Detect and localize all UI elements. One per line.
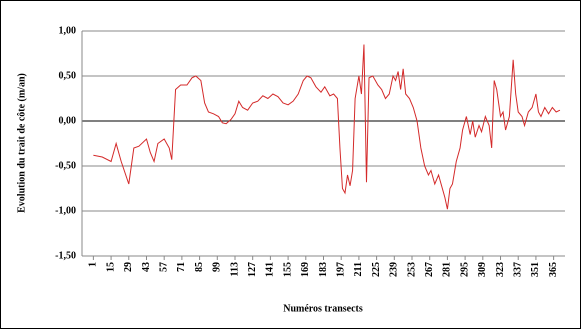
x-tick-label: 71 — [176, 262, 187, 272]
y-axis-label: Evolution du trait de côte (m/an) — [16, 73, 27, 213]
x-tick-label: 295 — [459, 262, 470, 277]
x-tick-label: 15 — [105, 262, 116, 272]
x-tick-label: 267 — [424, 262, 435, 277]
x-tick-label: 43 — [141, 262, 152, 272]
x-tick-label: 351 — [530, 262, 541, 277]
y-tick-label: 0,50 — [59, 70, 77, 81]
x-tick-label: 211 — [353, 262, 364, 276]
y-tick-label: 0,00 — [59, 115, 77, 126]
x-tick-label: 337 — [513, 262, 524, 277]
x-tick-label: 225 — [371, 262, 382, 277]
x-tick-label: 127 — [247, 262, 258, 277]
x-tick-label: 169 — [300, 262, 311, 277]
x-tick-label: 113 — [229, 262, 240, 276]
x-tick-label: 253 — [406, 262, 417, 277]
x-tick-label: 309 — [477, 262, 488, 277]
x-tick-label: 155 — [282, 262, 293, 277]
x-tick-label: 183 — [318, 262, 329, 277]
x-tick-label: 197 — [335, 262, 346, 277]
x-tick-label: 1 — [88, 262, 99, 267]
x-tick-label: 85 — [194, 262, 205, 272]
y-tick-label: -1,00 — [55, 205, 76, 216]
y-tick-label: -1,50 — [55, 250, 76, 261]
x-tick-label: 141 — [265, 262, 276, 277]
x-tick-label: 323 — [495, 262, 506, 277]
y-tick-label: 1,00 — [59, 25, 77, 36]
x-tick-label: 365 — [548, 262, 559, 277]
x-tick-label: 239 — [389, 262, 400, 277]
x-tick-label: 281 — [442, 262, 453, 277]
x-tick-label: 29 — [123, 262, 134, 272]
x-tick-label: 57 — [158, 262, 169, 272]
x-tick-label: 99 — [212, 262, 223, 272]
data-line — [93, 44, 561, 210]
y-tick-label: -0,50 — [55, 160, 76, 171]
x-axis-label: Numéros transects — [283, 303, 363, 314]
